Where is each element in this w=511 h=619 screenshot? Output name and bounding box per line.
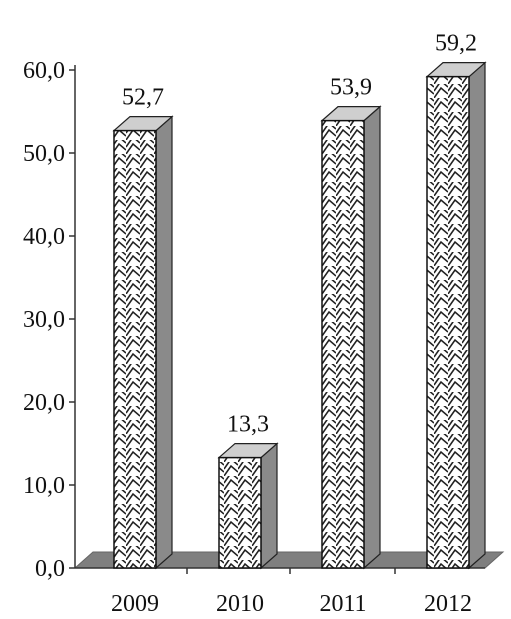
y-tick-label: 60,0 [23, 58, 65, 84]
bar-side-face [155, 115, 173, 570]
bar-side-face [260, 442, 278, 570]
data-label-2012: 59,2 [435, 31, 477, 57]
bar-2012 [425, 61, 487, 570]
x-tick-label-2012: 2012 [424, 591, 472, 617]
y-tick-label: 20,0 [23, 390, 65, 416]
bar-2010 [217, 442, 279, 570]
bar-side-face [363, 105, 381, 570]
y-tick-label: 50,0 [23, 141, 65, 167]
data-label-2010: 13,3 [227, 412, 269, 438]
y-tick-label: 0,0 [35, 556, 65, 582]
bar-front-face [113, 129, 157, 569]
data-label-2011: 53,9 [330, 75, 372, 101]
bar-side-face [468, 61, 486, 570]
y-tick-label: 10,0 [23, 473, 65, 499]
y-tick-label: 30,0 [23, 307, 65, 333]
x-tick-label-2011: 2011 [319, 591, 366, 617]
bar-front-face [426, 75, 470, 569]
bar-2011 [320, 105, 382, 570]
y-tick-label: 40,0 [23, 224, 65, 250]
bar-front-face [218, 456, 262, 569]
bar-2009 [112, 115, 174, 570]
x-tick-label-2010: 2010 [216, 591, 264, 617]
data-label-2009: 52,7 [122, 85, 164, 111]
x-tick-label-2009: 2009 [111, 591, 159, 617]
bar-front-face [321, 119, 365, 569]
